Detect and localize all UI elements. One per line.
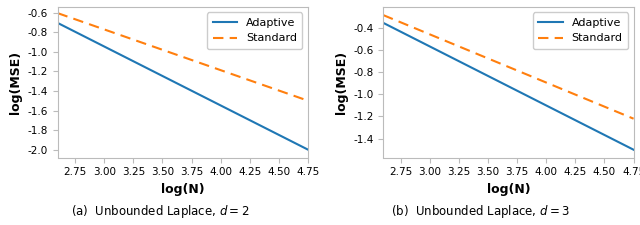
- Legend: Adaptive, Standard: Adaptive, Standard: [207, 12, 303, 49]
- Y-axis label: log(MSE): log(MSE): [335, 51, 348, 114]
- Text: (a)  Unbounded Laplace, $d = 2$: (a) Unbounded Laplace, $d = 2$: [71, 203, 249, 220]
- Legend: Adaptive, Standard: Adaptive, Standard: [532, 12, 628, 49]
- X-axis label: log(N): log(N): [486, 183, 530, 196]
- Text: (b)  Unbounded Laplace, $d = 3$: (b) Unbounded Laplace, $d = 3$: [390, 203, 570, 220]
- Y-axis label: log(MSE): log(MSE): [9, 51, 22, 114]
- X-axis label: log(N): log(N): [161, 183, 205, 196]
